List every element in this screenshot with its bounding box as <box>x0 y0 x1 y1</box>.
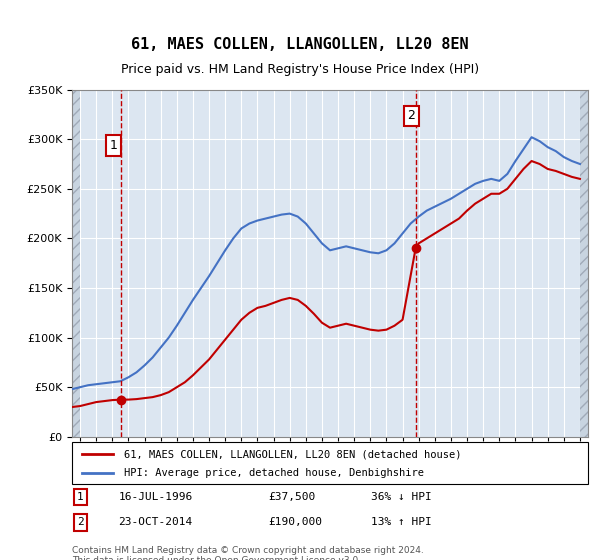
Text: 1: 1 <box>110 139 118 152</box>
Bar <box>72 90 80 437</box>
Text: 13% ↑ HPI: 13% ↑ HPI <box>371 517 432 527</box>
Text: 2: 2 <box>77 517 84 527</box>
Text: 1: 1 <box>77 492 84 502</box>
Text: 23-OCT-2014: 23-OCT-2014 <box>118 517 193 527</box>
Text: Price paid vs. HM Land Registry's House Price Index (HPI): Price paid vs. HM Land Registry's House … <box>121 63 479 77</box>
Text: £37,500: £37,500 <box>268 492 316 502</box>
Text: 36% ↓ HPI: 36% ↓ HPI <box>371 492 432 502</box>
Text: 61, MAES COLLEN, LLANGOLLEN, LL20 8EN (detached house): 61, MAES COLLEN, LLANGOLLEN, LL20 8EN (d… <box>124 449 461 459</box>
Text: 2: 2 <box>407 109 415 123</box>
Text: £190,000: £190,000 <box>268 517 322 527</box>
Text: 61, MAES COLLEN, LLANGOLLEN, LL20 8EN: 61, MAES COLLEN, LLANGOLLEN, LL20 8EN <box>131 38 469 52</box>
FancyBboxPatch shape <box>72 442 588 484</box>
Text: Contains HM Land Registry data © Crown copyright and database right 2024.
This d: Contains HM Land Registry data © Crown c… <box>72 546 424 560</box>
Bar <box>580 90 588 437</box>
Text: 16-JUL-1996: 16-JUL-1996 <box>118 492 193 502</box>
Text: HPI: Average price, detached house, Denbighshire: HPI: Average price, detached house, Denb… <box>124 468 424 478</box>
